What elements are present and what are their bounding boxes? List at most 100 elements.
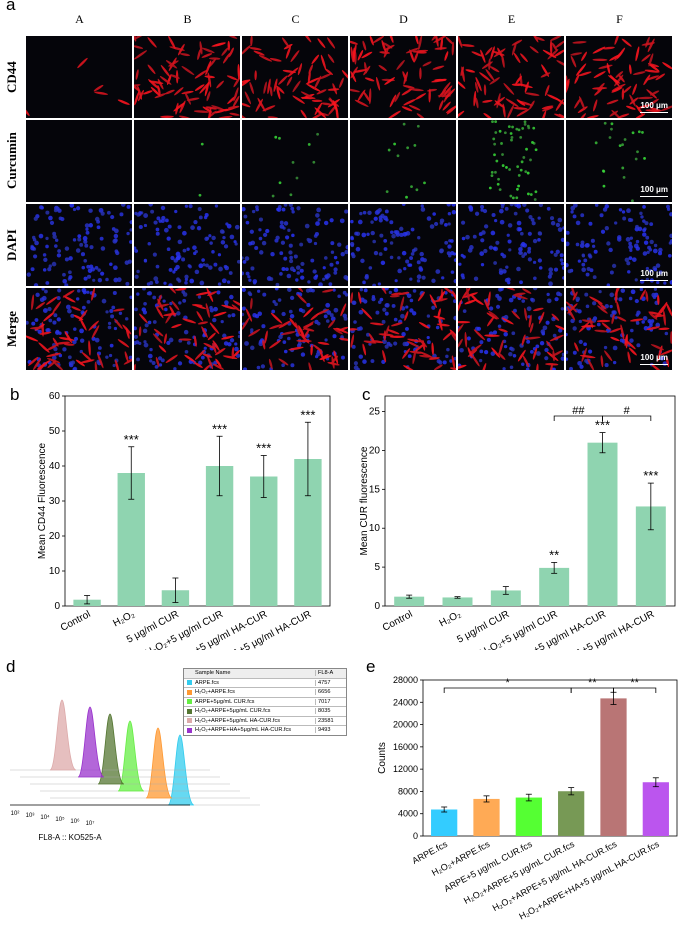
bar-3 (539, 567, 570, 606)
row-label-curcumin: Curcumin (4, 132, 19, 190)
category-label: Control (59, 609, 93, 634)
scale-bar: 100 μm (640, 269, 668, 281)
micrograph-cd44-A (26, 36, 132, 118)
legend-swatch (187, 708, 192, 714)
micrograph-curcumin-B (134, 120, 240, 202)
scale-bar: 100 μm (640, 185, 668, 197)
legend-sample-name: H₂O₂+ARPE+HA+5μg/mL HA-CUR.fcs (195, 727, 292, 734)
legend-col-value: FL8-A (315, 670, 346, 677)
category-label: H₂O₂ (438, 609, 463, 629)
y-tick-label: 20 (49, 531, 61, 542)
significance-bracket (602, 415, 652, 421)
bar-4 (587, 442, 618, 606)
micrograph-curcumin-E (458, 120, 564, 202)
chart-e-counts: 0400080001200016000200002400028000ARPE.f… (377, 675, 678, 922)
x-tick-label: 10⁵ (55, 816, 65, 823)
panel-label-c: c (362, 385, 371, 404)
legend-value: 9493 (315, 727, 346, 734)
legend-sample-name: ARPE+5μg/mL CUR.fcs (195, 698, 255, 705)
legend-swatch (187, 680, 192, 686)
category-label: H₂O₂ (111, 609, 136, 629)
panel-label-a: a (6, 0, 16, 14)
y-tick-label: 60 (49, 391, 61, 402)
micrograph-cd44-D (350, 36, 456, 118)
micrograph-cd44-B (134, 36, 240, 118)
panel-label-d: d (6, 657, 16, 676)
bar-0 (394, 596, 425, 606)
y-tick-label: 4000 (398, 809, 418, 819)
legend-swatch (187, 689, 192, 695)
y-tick-label: 8000 (398, 786, 418, 796)
bar-1 (442, 597, 473, 606)
column-header-C: C (291, 12, 300, 26)
bar-3 (558, 791, 585, 836)
significance-label: *** (300, 407, 315, 422)
micrograph-dapi-F: 100 μm (566, 204, 672, 286)
legend-value: 8035 (315, 708, 346, 715)
column-header-F: F (616, 12, 623, 26)
y-tick-label: 20 (369, 445, 381, 456)
legend-sample-name: H₂O₂+ARPE.fcs (195, 689, 235, 696)
legend-sample-name: ARPE.fcs (195, 679, 219, 686)
micrograph-merge-C (242, 288, 348, 370)
histogram-5 (77, 706, 105, 778)
y-tick-label: 28000 (393, 675, 418, 685)
y-tick-label: 0 (54, 601, 60, 612)
column-header-A: A (75, 12, 84, 26)
legend-swatch (187, 699, 192, 705)
legend-value: 6656 (315, 689, 346, 696)
legend-item: H₂O₂+ARPE.fcs 6656 (184, 687, 346, 697)
bar-1 (473, 798, 500, 836)
x-tick-label: 10⁴ (40, 814, 50, 821)
plot-frame (384, 395, 676, 607)
legend-value: 7017 (315, 698, 346, 705)
micrograph-dapi-C (242, 204, 348, 286)
y-tick-label: 40 (49, 461, 61, 472)
micrograph-merge-E (458, 288, 564, 370)
column-header-D: D (399, 12, 408, 26)
histogram-3 (97, 713, 125, 785)
y-tick-label: 10 (369, 523, 381, 534)
bracket-label: * (506, 677, 511, 689)
legend-col-name: Sample Name (195, 670, 231, 677)
plot-frame (64, 395, 331, 607)
significance-label: *** (212, 421, 227, 436)
legend-item: ARPE+5μg/mL CUR.fcs 7017 (184, 696, 346, 707)
micrograph-curcumin-D (350, 120, 456, 202)
bar-2 (490, 590, 521, 606)
y-tick-label: 0 (374, 601, 380, 612)
y-axis-label: Counts (377, 742, 388, 774)
y-tick-label: 20000 (393, 720, 418, 730)
bracket-label: # (624, 405, 631, 417)
bar-4 (600, 698, 627, 836)
y-axis-label: Mean CD44 Fluorescence (37, 442, 48, 559)
panel-label-b: b (10, 385, 20, 404)
scale-bar: 100 μm (640, 101, 668, 113)
significance-label: *** (595, 418, 610, 433)
legend-value: 23581 (315, 717, 346, 724)
micrograph-cd44-F: 100 μm (566, 36, 672, 118)
x-tick-label: 10⁷ (86, 820, 95, 827)
histogram-4 (49, 699, 77, 771)
chart-d-legend: Sample Name FL8-A ARPE.fcs 4757 H₂O₂+ARPE.fc… (183, 668, 347, 736)
column-header-E: E (507, 12, 516, 26)
x-tick-label: 10² (11, 811, 20, 817)
y-tick-label: 0 (413, 831, 418, 841)
legend-header: Sample Name FL8-A (184, 669, 346, 678)
y-tick-label: 30 (49, 496, 61, 507)
panel-label-e: e (366, 657, 376, 676)
row-label-cd44: CD44 (4, 61, 19, 93)
micrograph-cd44-C (242, 36, 348, 118)
y-tick-label: 16000 (393, 742, 418, 752)
legend-value: 4757 (315, 679, 346, 686)
micrograph-dapi-B (134, 204, 240, 286)
x-tick-label: 10³ (26, 813, 35, 819)
y-axis-label: Mean CUR fluorescence (359, 446, 370, 555)
micrograph-merge-D (350, 288, 456, 370)
x-axis-label: FL8-A :: KO525-A (38, 833, 102, 842)
micrograph-dapi-A (26, 204, 132, 286)
legend-item: H₂O₂+ARPE+HA+5μg/mL HA-CUR.fcs 9493 (184, 725, 346, 735)
legend-item: H₂O₂+ARPE+5μg/mL CUR.fcs 8035 (184, 706, 346, 716)
